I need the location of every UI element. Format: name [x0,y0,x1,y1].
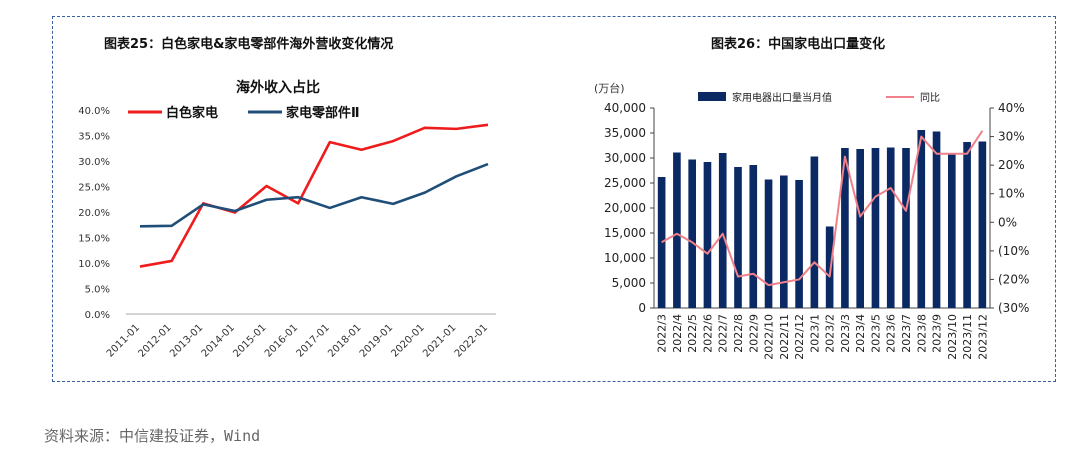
bar [703,162,712,308]
y-tick-label: 30,000 [604,151,646,165]
x-tick-label: 2023/7 [900,314,913,353]
x-tick-label: 2022/11 [778,314,791,360]
bar [795,180,803,308]
x-tick-label: 2023/10 [946,314,959,360]
bar [856,149,864,308]
x-tick-label: 2013-01 [168,322,205,359]
y-tick-label: 0.0% [85,310,110,321]
x-tick-label: 2011-01 [105,322,142,359]
left-panel-title: 图表25：白色家电&家电零部件海外营收变化情况 [104,37,394,52]
bar [841,148,849,308]
legend-label-line: 同比 [920,92,940,104]
y-tick-label: 35,000 [604,126,646,140]
bar [917,130,926,308]
bar [764,179,773,308]
x-tick-label: 2012-01 [136,322,173,359]
y-tick-label: 10,000 [604,251,646,265]
y2-tick-label: 20% [998,158,1025,172]
y-tick-label: 20,000 [604,201,646,215]
x-tick-label: 2022-01 [453,322,490,359]
x-tick-label: 2017-01 [295,322,332,359]
y2-tick-label: (30%) [998,301,1030,315]
overseas-revenue-line-chart: 海外收入占比 0.0% 5.0% 10.0% 15.0% 20.0% 25.0% 30.0% 3… [78,79,496,360]
bar [657,177,666,308]
bar [810,156,819,308]
x-tick-label: 2022/9 [747,314,760,353]
chart-title: 海外收入占比 [236,79,320,96]
legend-swatch-bar [698,92,726,101]
x-tick-label: 2022/12 [793,314,806,360]
yoy-line [661,130,984,287]
x-tick-label: 2023/11 [961,314,974,360]
y-tick-label: 20.0% [78,208,110,219]
bar [948,153,956,308]
bar [749,165,758,308]
y-tick-label: 30.0% [78,157,110,168]
legend-label-bar: 家用电器出口量当月值 [732,91,832,104]
series-line-1 [139,123,489,268]
y-tick-label: 15.0% [78,234,110,245]
bar [718,153,727,308]
legend-label-2: 家电零部件Ⅱ [286,105,360,121]
x-tick-label: 2022/3 [656,314,669,353]
x-tick-label: 2018-01 [326,322,363,359]
bar [688,159,696,308]
y2-tick-label: 30% [998,130,1025,144]
source-note: 资料来源：中信建投证券，Wind [44,427,261,445]
x-tick-label: 2016-01 [263,322,300,359]
figure-frame [52,16,1056,382]
y-tick-label: 35.0% [78,132,110,143]
y-tick-label: 10.0% [78,259,110,270]
x-tick-label: 2022/4 [671,314,684,353]
y-tick-label: 40.0% [78,106,110,117]
right-panel-title: 图表26：中国家电出口量变化 [711,37,886,52]
y-tick-label: 25.0% [78,183,110,194]
x-tick-label: 2022/8 [732,314,745,353]
x-tick-label: 2015-01 [231,322,268,359]
x-tick-label: 2023/1 [808,314,821,353]
x-tick-label: 2023/5 [869,314,882,353]
y-tick-label: 5,000 [612,276,646,290]
x-tick-label: 2023/4 [854,314,867,353]
legend-label-1: 白色家电 [166,105,218,121]
y2-tick-label: 40% [998,101,1025,115]
x-tick-label: 2023/8 [915,314,928,353]
y2-tick-label: (10%) [998,244,1030,258]
bar [963,142,971,308]
x-tick-label: 2022/6 [701,314,714,353]
bar [886,147,895,308]
y-tick-label: 15,000 [604,226,646,240]
x-tick-label: 2019-01 [358,322,395,359]
y-tick-label: 25,000 [604,176,646,190]
bar [871,148,880,308]
x-tick-label: 2023/6 [885,314,898,353]
x-tick-label: 2023/2 [824,314,837,353]
export-volume-bar-chart: (万台) 0 5,000 10,000 15,000 20,000 25,000 30,000… [594,81,1030,360]
bar [780,175,788,308]
bar [734,167,742,308]
y2-tick-label: 0% [998,215,1017,229]
bar [673,152,681,308]
y-axis-unit-label: (万台) [594,81,625,95]
x-tick-label: 2023/9 [931,314,944,353]
x-tick-label: 2023/12 [976,314,989,360]
x-tick-label: 2022/7 [717,314,730,353]
series-line-2 [139,162,489,228]
x-tick-label: 2021-01 [421,322,458,359]
y-tick-label: 40,000 [604,101,646,115]
y-tick-label: 0 [638,301,646,315]
y-tick-label: 5.0% [85,285,110,296]
bar [978,141,987,308]
y2-tick-label: (20%) [998,272,1030,286]
x-tick-label: 2014-01 [200,322,237,359]
bar [825,226,834,308]
bar [902,148,910,308]
x-tick-label: 2022/10 [763,314,776,360]
x-tick-label: 2022/5 [686,314,699,353]
y2-tick-label: 10% [998,187,1025,201]
bar [932,131,941,308]
x-tick-label: 2023/3 [839,314,852,353]
x-tick-label: 2020-01 [390,322,427,359]
